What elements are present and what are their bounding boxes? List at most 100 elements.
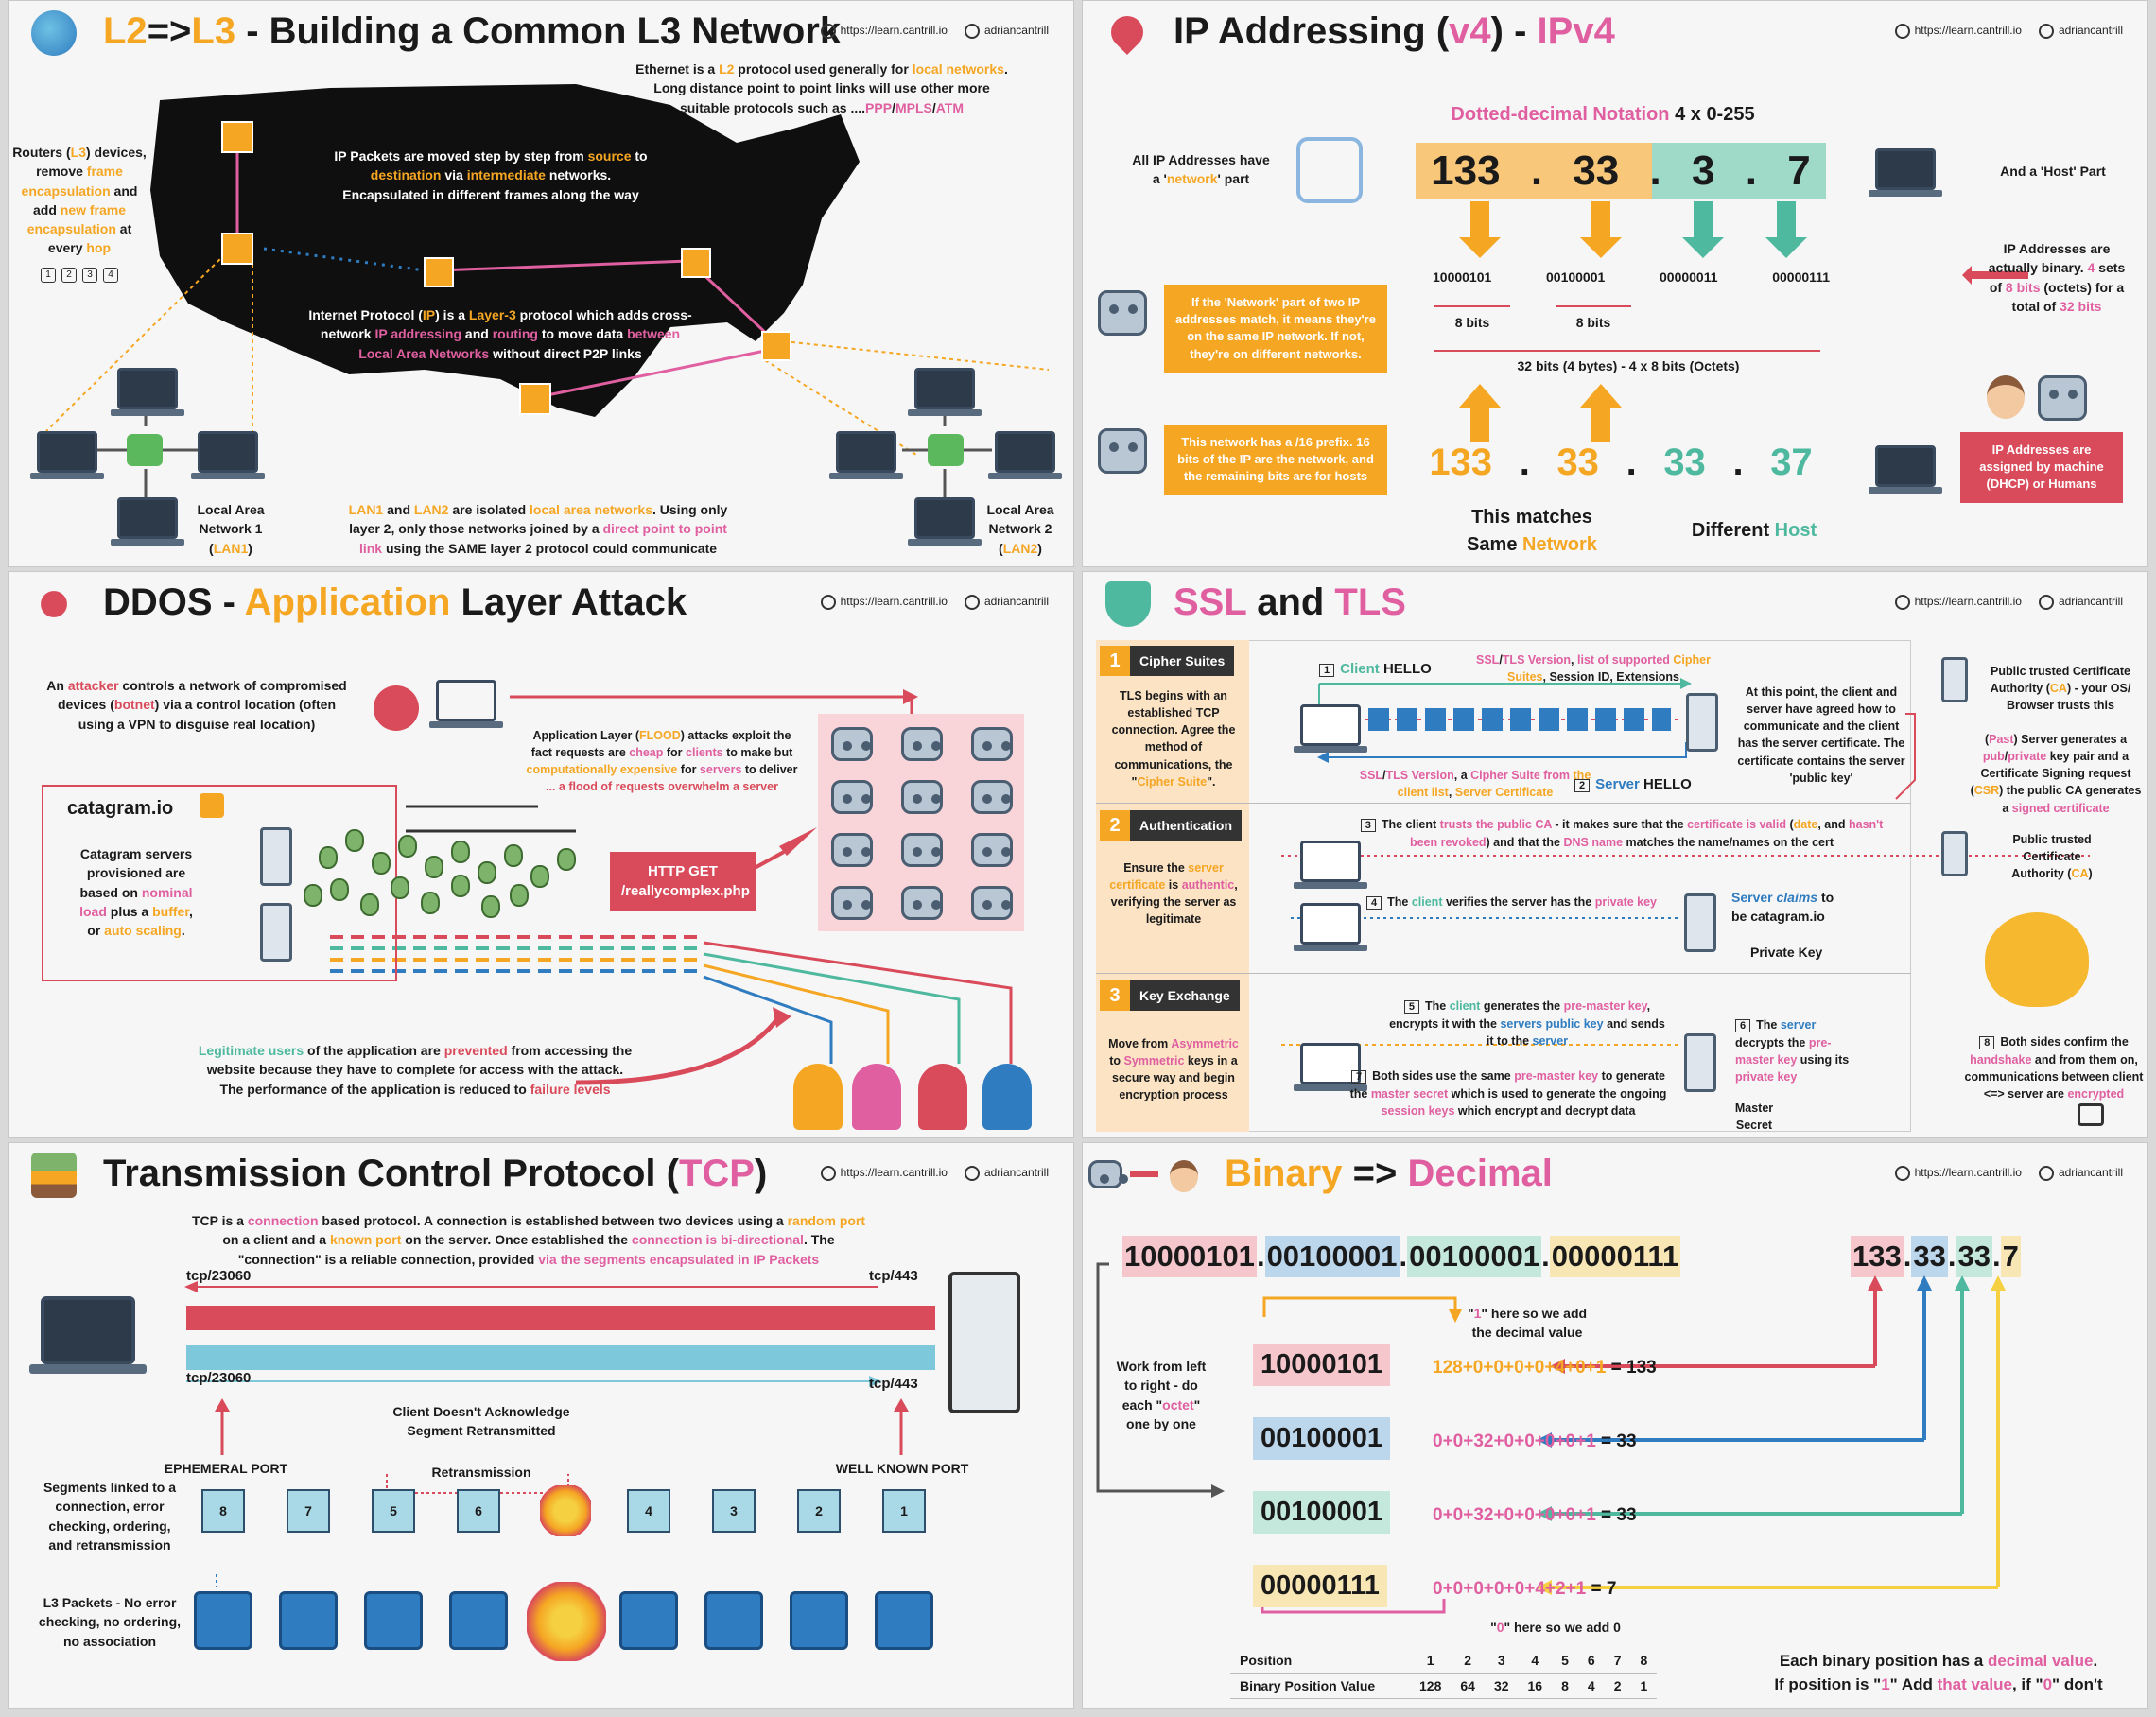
dotted-decimal-label: Dotted-decimal Notation 4 x 0-255 xyxy=(1451,104,1755,125)
binary-arrows xyxy=(1096,1262,2006,1614)
link-url[interactable]: https://learn.cantrill.io xyxy=(820,595,948,610)
packet-cube xyxy=(194,1591,252,1650)
link-url[interactable]: https://learn.cantrill.io xyxy=(1894,595,2022,610)
link-url[interactable]: https://learn.cantrill.io xyxy=(820,1166,948,1181)
grenade-icon xyxy=(451,875,470,897)
assigned-note: IP Addresses are assigned by machine (DH… xyxy=(1960,432,2123,503)
link-url[interactable]: https://learn.cantrill.io xyxy=(1894,24,2022,39)
attacker-devil-icon xyxy=(374,685,419,731)
ack-note: Client Doesn't Acknowledge Segment Retran… xyxy=(392,1404,570,1439)
dot: . xyxy=(1947,1240,1956,1273)
us-map-shape xyxy=(150,84,860,417)
octet: 133 xyxy=(1429,442,1493,483)
sum-row-2: 0+0+32+0+0+0+0+1 = 33 xyxy=(1433,1431,1637,1451)
client-laptop xyxy=(1294,841,1367,889)
link-handle[interactable]: adriancantrill xyxy=(2038,24,2123,39)
panel-tcp: Transmission Control Protocol (TCP) http… xyxy=(8,1142,1074,1709)
add-zero-note: "0" here so we add 0 xyxy=(1490,1620,1621,1635)
link-url[interactable]: https://learn.cantrill.io xyxy=(820,24,948,39)
bot-device xyxy=(831,727,873,761)
router-1 xyxy=(221,233,253,265)
hop-badge: 3 xyxy=(82,268,97,283)
binary-octet: 00000111 xyxy=(1772,269,1830,285)
bug-icon xyxy=(31,581,77,627)
octets-row: 133. 33. 3. 7 xyxy=(1416,143,1826,199)
bot-device xyxy=(971,886,1013,920)
server-icon xyxy=(260,827,292,886)
retrans-label: Retransmission xyxy=(431,1465,531,1480)
network-octets-bg xyxy=(1416,143,1652,199)
bot-device xyxy=(831,833,873,867)
link-url[interactable]: https://learn.cantrill.io xyxy=(1894,1166,2022,1181)
grenade-icon xyxy=(304,884,322,907)
connection-bar-red xyxy=(186,1306,935,1330)
control-laptop xyxy=(429,680,503,728)
port-left-top: tcp/23060 xyxy=(186,1268,252,1284)
segment-cube: 5 xyxy=(372,1489,415,1533)
confirm-note: 8 Both sides confirm the handshake and fr… xyxy=(1964,1035,2144,1101)
legit-user xyxy=(852,1064,901,1130)
human-icon xyxy=(1170,1160,1198,1192)
verify-note: 4 The client verifies the server has the … xyxy=(1366,893,1669,911)
lan2-laptop-left xyxy=(829,431,903,479)
network-part-note: All IP Addresses have a 'network' part xyxy=(1132,152,1270,187)
position-cell: 4 xyxy=(1518,1648,1553,1674)
robot-icon xyxy=(2038,375,2087,421)
step-authentication: 2 Authentication xyxy=(1100,810,1242,841)
segments-note: Segments linked to a connection, error che… xyxy=(43,1480,177,1552)
grenade-icon xyxy=(330,878,349,901)
dot: . xyxy=(1991,1240,2001,1273)
router-5 xyxy=(519,383,551,415)
ephemeral-port-label: EPHEMERAL PORT xyxy=(164,1461,288,1476)
panel-title: DDOS - Application Layer Attack xyxy=(103,581,687,623)
position-label: Position xyxy=(1230,1648,1410,1674)
dot: . xyxy=(1519,442,1530,483)
lan2-laptop-bottom xyxy=(908,497,982,546)
link-handle[interactable]: adriancantrill xyxy=(2038,595,2123,610)
position-cell: 3 xyxy=(1484,1648,1519,1674)
ip-protocol-note: Internet Protocol (IP) is a Layer-3 prot… xyxy=(308,307,692,361)
grenade-icon xyxy=(504,844,523,867)
link-handle[interactable]: adriancantrill xyxy=(964,1166,1049,1181)
bits-label-1: 8 bits xyxy=(1454,315,1490,330)
position-cell: 6 xyxy=(1577,1648,1605,1674)
segment-cube: 2 xyxy=(797,1489,841,1533)
step-key-exchange: 3 Key Exchange xyxy=(1100,980,1240,1011)
cat-icon xyxy=(1985,912,2089,1007)
bits32-label: 32 bits (4 bytes) - 4 x 8 bits (Octets) xyxy=(1517,358,1740,373)
add-decimal-note: "1" here so we add the decimal value xyxy=(1467,1306,1588,1341)
bot-device xyxy=(971,833,1013,867)
site-name: catagram.io xyxy=(67,798,174,819)
header-links: https://learn.cantrill.io adriancantrill xyxy=(1894,595,2123,610)
link-handle[interactable]: adriancantrill xyxy=(964,595,1049,610)
ca-server-icon xyxy=(1941,657,1968,702)
host-part-note: And a 'Host' Part xyxy=(2000,164,2106,179)
client-laptop xyxy=(1294,704,1367,753)
host-laptop-2 xyxy=(1869,445,1942,494)
client-laptop xyxy=(1294,903,1367,951)
packet-cube xyxy=(619,1591,678,1650)
value-cell: 32 xyxy=(1484,1673,1519,1699)
lan2-label: Local Area Network 2 (LAN2) xyxy=(986,502,1054,556)
binary-row-4: 00000111 xyxy=(1253,1565,1387,1607)
compass-icon xyxy=(1894,24,1910,39)
ca-server-icon xyxy=(1941,831,1968,876)
octet: 3 xyxy=(1692,147,1715,194)
binary-address: 10000101. 00100001. 00100001. 00000111 xyxy=(1122,1236,1681,1277)
prefix-note: This network has a /16 prefix. 16 bits o… xyxy=(1164,425,1387,495)
link-handle[interactable]: adriancantrill xyxy=(2038,1166,2123,1181)
dot: . xyxy=(1732,442,1744,483)
legit-user xyxy=(918,1064,967,1130)
grenade-icon xyxy=(530,865,549,888)
binary-row-3: 00100001 xyxy=(1253,1491,1391,1534)
position-cell: 2 xyxy=(1451,1648,1485,1674)
lan1-laptop-bottom xyxy=(111,497,184,546)
network-cycle-icon xyxy=(1296,137,1363,203)
link-handle[interactable]: adriancantrill xyxy=(964,24,1049,39)
each-position-note: Each binary position has a decimal value… xyxy=(1774,1652,2103,1693)
step-divider xyxy=(1096,803,1911,804)
step-cipher-suites: 1 Cipher Suites xyxy=(1100,646,1235,676)
binary-octet: 10000101 xyxy=(1433,269,1492,285)
host-laptop xyxy=(1869,148,1942,197)
